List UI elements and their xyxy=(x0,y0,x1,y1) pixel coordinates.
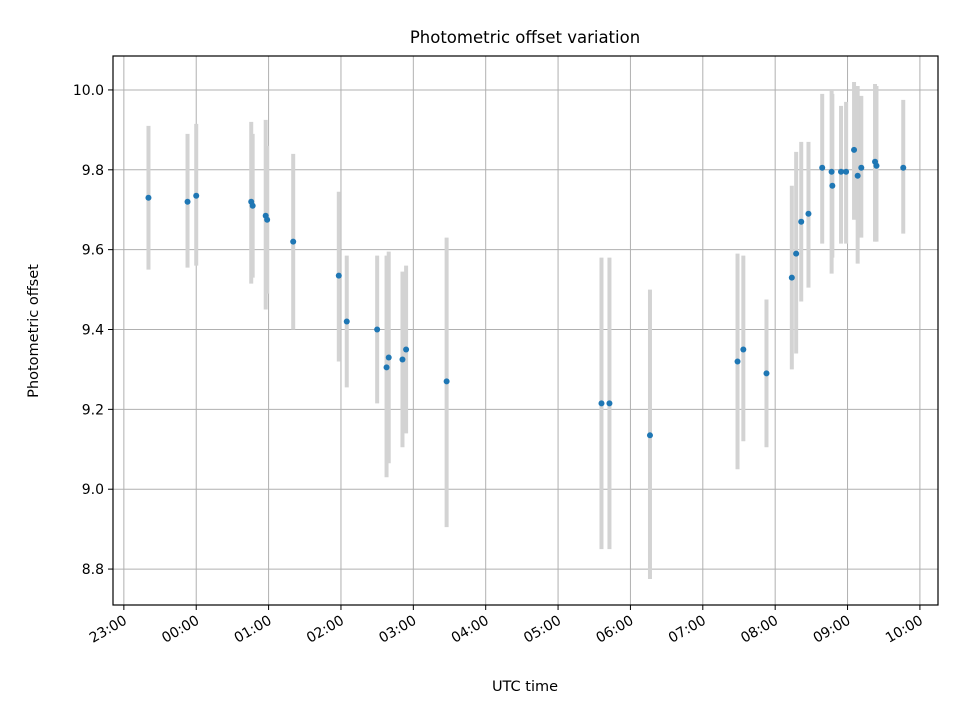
data-point xyxy=(734,358,741,365)
data-point xyxy=(403,346,410,353)
y-tick-label: 9.2 xyxy=(82,402,104,418)
x-axis-label: UTC time xyxy=(492,679,558,695)
data-point xyxy=(763,370,770,377)
y-tick-label: 10.0 xyxy=(73,83,104,99)
data-point xyxy=(900,164,907,171)
data-point xyxy=(606,400,613,407)
data-point xyxy=(385,354,392,361)
y-tick-label: 8.8 xyxy=(82,562,104,578)
data-point xyxy=(290,238,297,245)
data-point xyxy=(843,168,850,175)
data-point xyxy=(873,162,880,169)
y-tick-label: 9.6 xyxy=(82,243,104,259)
data-point xyxy=(335,272,342,279)
y-axis-ticks: 8.8 9.0 9.2 9.4 9.6 9.8 10.0 xyxy=(73,83,113,578)
y-tick-label: 9.8 xyxy=(82,163,104,179)
data-point xyxy=(184,198,191,205)
data-point xyxy=(598,400,605,407)
data-point xyxy=(343,318,350,325)
y-tick-label: 9.0 xyxy=(82,482,104,498)
data-point xyxy=(193,192,200,199)
data-point xyxy=(838,168,845,175)
plot-frame xyxy=(112,55,939,606)
data-point xyxy=(249,202,256,209)
y-axis-label: Photometric offset xyxy=(26,264,42,398)
data-point xyxy=(854,172,861,179)
data-point xyxy=(828,168,835,175)
data-point xyxy=(793,250,800,257)
data-point xyxy=(443,378,450,385)
data-point xyxy=(819,164,826,171)
data-point xyxy=(399,356,406,363)
data-point xyxy=(145,194,152,201)
data-point xyxy=(788,274,795,281)
data-point xyxy=(383,364,390,371)
y-tick-label: 9.4 xyxy=(82,323,104,339)
chart-title: Photometric offset variation xyxy=(410,28,640,47)
data-point xyxy=(829,182,836,189)
data-point xyxy=(851,146,858,153)
data-point xyxy=(646,432,653,439)
data-point xyxy=(374,326,381,333)
data-point xyxy=(740,346,747,353)
data-point xyxy=(264,216,271,223)
data-points xyxy=(145,146,907,439)
data-point xyxy=(858,164,865,171)
data-point xyxy=(798,218,805,225)
data-point xyxy=(805,210,812,217)
